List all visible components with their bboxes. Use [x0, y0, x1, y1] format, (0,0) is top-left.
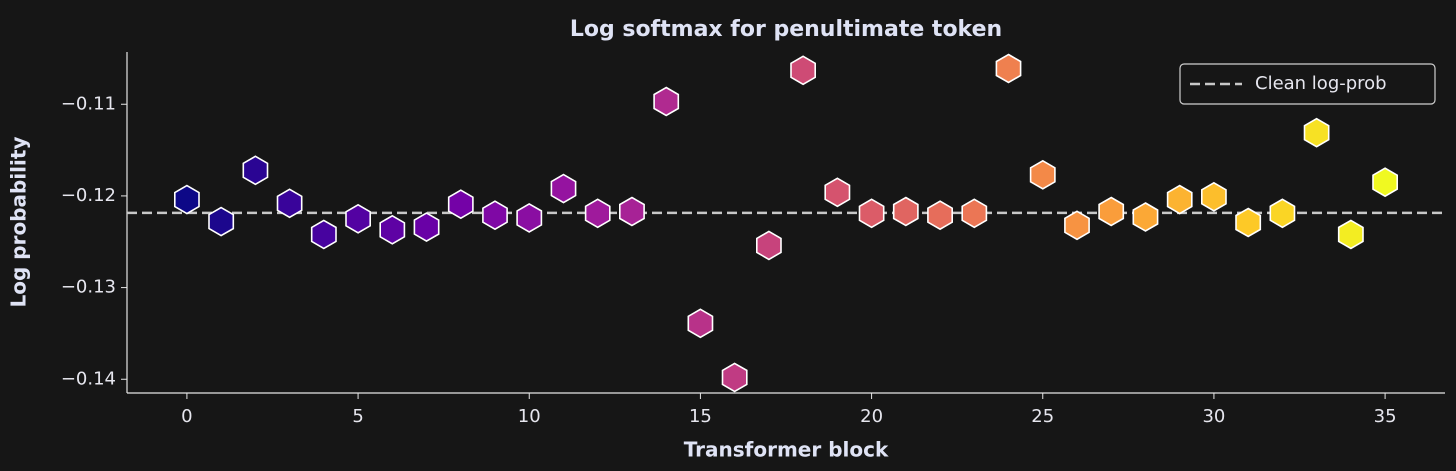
point [995, 53, 1022, 84]
chart-title: Log softmax for penultimate token [570, 17, 1002, 42]
point [310, 219, 337, 250]
point [482, 200, 508, 231]
point [1269, 198, 1296, 229]
point [961, 198, 988, 229]
point [892, 196, 919, 227]
x-tick-label: 5 [352, 406, 363, 427]
point [1372, 167, 1398, 198]
y-tick-label: −0.13 [61, 277, 116, 298]
x-tick-label: 30 [1202, 406, 1225, 427]
point [1235, 207, 1262, 238]
point [618, 196, 645, 227]
x-tick-label: 25 [1031, 406, 1054, 427]
point [721, 362, 748, 393]
point [276, 188, 303, 219]
point [1029, 159, 1056, 190]
y-tick-label: −0.14 [61, 368, 116, 389]
point [858, 198, 885, 229]
x-tick-label: 20 [860, 406, 883, 427]
point [1064, 210, 1090, 241]
y-tick-label: −0.12 [61, 185, 116, 206]
point [1337, 219, 1364, 250]
legend-box [1179, 63, 1436, 105]
legend-label: Clean log-prob [1255, 73, 1387, 94]
point [687, 308, 714, 339]
point [174, 184, 200, 215]
point [1098, 196, 1125, 227]
x-tick-label: 15 [689, 406, 712, 427]
point [584, 198, 611, 229]
point [790, 55, 817, 86]
point [927, 200, 954, 231]
x-tick-label: 0 [181, 406, 192, 427]
y-tick-label: −0.11 [61, 93, 116, 114]
point [1166, 184, 1193, 215]
point [1201, 181, 1227, 212]
point [345, 203, 372, 234]
point [447, 189, 474, 220]
point [824, 177, 851, 208]
point [379, 214, 406, 245]
point [242, 155, 269, 186]
point [755, 230, 782, 261]
x-axis-label: Transformer block [684, 438, 889, 462]
point [1303, 117, 1330, 148]
x-tick-label: 35 [1374, 406, 1397, 427]
point [516, 202, 543, 233]
point [550, 173, 577, 204]
point [208, 206, 235, 237]
y-axis-label: Log probability [7, 137, 31, 308]
point [413, 212, 440, 243]
x-tick-label: 10 [518, 406, 541, 427]
point [653, 86, 680, 117]
point [1132, 202, 1159, 232]
